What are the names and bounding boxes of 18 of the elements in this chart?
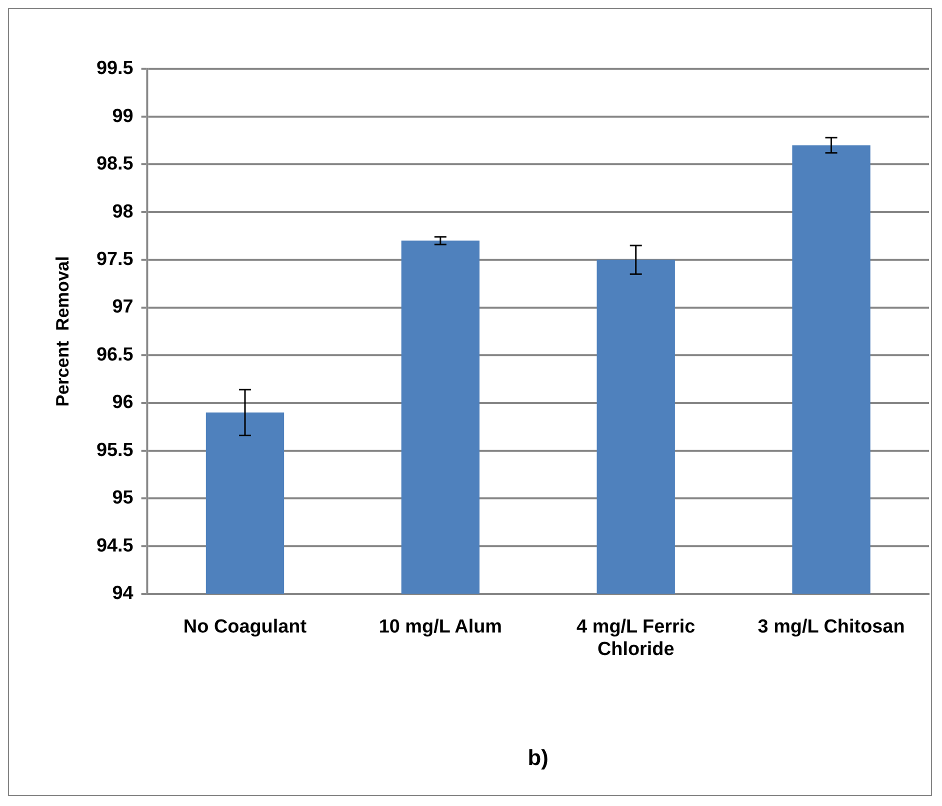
y-tick-label: 99	[112, 106, 134, 127]
y-tick-label: 94.5	[96, 535, 134, 556]
y-tick-label: 97	[112, 296, 134, 318]
x-tick-label: 10 mg/L Alum	[378, 616, 502, 638]
text: b)	[528, 745, 549, 770]
y-tick-label: 94	[112, 583, 134, 604]
x-tick-label: No Coagulant	[183, 616, 308, 638]
y-tick-label: 96.5	[96, 344, 134, 366]
y-axis-title: Percent Removal	[52, 256, 73, 407]
y-tick-label: 98.5	[96, 154, 134, 175]
y-tick-label: 96	[112, 392, 134, 414]
y-tick-label: 95	[112, 488, 134, 509]
y-tick-label: 95.5	[96, 440, 134, 461]
y-tick-label: 98	[112, 201, 134, 222]
y-tick-label: 97.5	[96, 249, 134, 270]
y-tick-label: 99.5	[96, 58, 134, 80]
x-tick-label: 4 mg/L Ferric Chloride	[576, 616, 696, 660]
x-tick-label: 3 mg/L Chitosan	[758, 616, 905, 638]
